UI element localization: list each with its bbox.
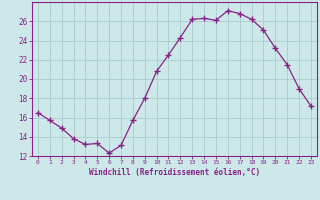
X-axis label: Windchill (Refroidissement éolien,°C): Windchill (Refroidissement éolien,°C) bbox=[89, 168, 260, 177]
